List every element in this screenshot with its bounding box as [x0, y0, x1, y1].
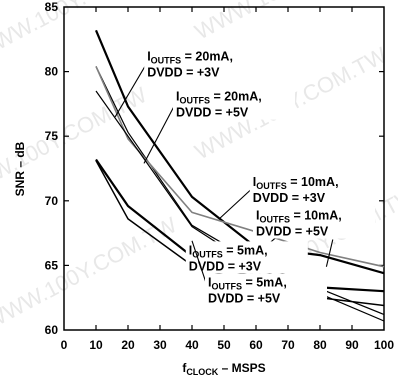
x-tick-label: 20 — [121, 338, 135, 352]
x-tick-label: 90 — [345, 338, 359, 352]
axis-ticks: 0 10 20 30 40 50 60 70 80 90 100 60 65 70 75 80 85 — [45, 0, 395, 352]
annotation-a10_5: IOUTFS = 10mA,DVDD = +5V — [253, 206, 375, 239]
annotation-bg — [144, 47, 267, 80]
x-tick-label: 30 — [153, 338, 167, 352]
annotation-line2: DVDD = +3V — [189, 259, 262, 273]
watermark-text: WWW.100Y.COM.TW — [0, 212, 181, 334]
annotation-line1: IOUTFS = 5mA, — [208, 276, 287, 292]
annotation-line1: IOUTFS = 20mA, — [147, 50, 233, 66]
x-tick-label: 0 — [61, 338, 68, 352]
series-line-s10_3 — [95, 66, 385, 268]
x-tick-label: 40 — [185, 338, 199, 352]
annotation-line2: DVDD = +3V — [253, 191, 326, 205]
annotation-line2: DVDD = +3V — [147, 66, 220, 80]
annotation-a20_3: IOUTFS = 20mA,DVDD = +3V — [144, 47, 267, 80]
x-tick-label: 60 — [249, 338, 263, 352]
x-tick-label: 50 — [217, 338, 231, 352]
y-tick-label: 60 — [45, 323, 59, 337]
annotation-bg — [185, 241, 308, 274]
annotation-a5_3: IOUTFS = 5mA,DVDD = +3V — [185, 241, 308, 274]
annotation-line2: DVDD = +5V — [208, 292, 281, 306]
y-tick-label: 80 — [45, 65, 59, 79]
annotation-leader-a10_3 — [218, 187, 254, 220]
annotation-line1: IOUTFS = 10mA, — [256, 208, 342, 224]
x-tick-label: 100 — [374, 338, 394, 352]
annotation-a20_5: IOUTFS = 20mA,DVDD = +5V — [173, 87, 295, 120]
annotation-line1: IOUTFS = 20mA, — [176, 90, 262, 106]
annotation-line1: IOUTFS = 10mA, — [253, 175, 339, 191]
annotation-leader-a10_5b — [325, 239, 334, 267]
y-tick-label: 70 — [45, 194, 59, 208]
x-axis-label: fCLOCK – MSPS — [182, 361, 265, 377]
y-tick-label: 65 — [45, 258, 59, 272]
annotation-a5_5: IOUTFS = 5mA,DVDD = +5V — [205, 273, 327, 306]
annotation-bg — [253, 206, 375, 239]
x-tick-label: 80 — [313, 338, 327, 352]
annotation-bg — [205, 273, 327, 306]
x-tick-label: 10 — [89, 338, 103, 352]
x-tick-label: 70 — [281, 338, 295, 352]
annotation-leader-a20_5 — [143, 102, 177, 164]
annotation-a10_3: IOUTFS = 10mA,DVDD = +3V — [249, 172, 372, 205]
annotation-bg — [249, 172, 372, 205]
y-tick-label: 85 — [45, 0, 59, 14]
annotation-bg — [173, 87, 295, 120]
annotation-line2: DVDD = +5V — [176, 106, 249, 120]
annotation-leader-a20_3 — [114, 62, 148, 118]
annotation-line1: IOUTFS = 5mA, — [189, 243, 268, 259]
annotation-line2: DVDD = +5V — [256, 224, 329, 238]
y-tick-label: 75 — [45, 129, 59, 143]
y-axis-label: SNR – dB — [13, 141, 27, 196]
